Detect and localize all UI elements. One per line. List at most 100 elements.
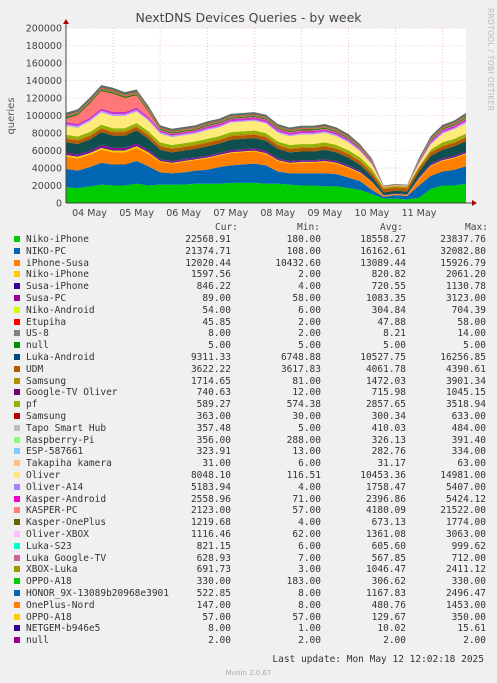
- legend-min-value: 2.00: [298, 269, 321, 281]
- legend-avg-value: 410.03: [371, 422, 406, 434]
- legend-series-name: Takapiha kamera: [26, 458, 112, 470]
- legend-swatch: [14, 495, 20, 502]
- y-tick-label: 160000: [26, 59, 62, 70]
- legend-cur-value: 330.00: [196, 576, 231, 588]
- legend-series-name: Samsung: [26, 411, 67, 422]
- legend-max-value: 2061.20: [445, 269, 486, 281]
- legend-row: null 5.00 5.00 5.00 5.00: [0, 340, 497, 352]
- legend-series-name: Niko-iPhone: [26, 269, 89, 281]
- legend-max-value: 712.00: [451, 552, 486, 564]
- legend-cur-value: 2123.00: [190, 505, 231, 517]
- legend-min-value: 574.38: [286, 399, 321, 411]
- legend-max-value: 4390.61: [445, 363, 486, 375]
- legend-cur-value: 8.00: [208, 328, 231, 340]
- legend-swatch: [14, 531, 20, 537]
- legend-cur-value: 846.22: [196, 281, 231, 293]
- legend-max-value: 704.39: [451, 304, 486, 316]
- legend-min-value: 8.00: [298, 599, 321, 611]
- legend-swatch: [14, 306, 20, 313]
- legend-avg-value: 1361.08: [365, 529, 406, 540]
- x-tick-label: 11 May: [402, 208, 437, 219]
- legend-row: ESP-587661 323.91 13.00 282.76 334.00: [0, 446, 497, 458]
- legend-avg-value: 4061.78: [365, 363, 406, 375]
- legend-avg-value: 673.13: [371, 517, 406, 529]
- legend-row: UDM 3622.22 3617.83 4061.78 4390.61: [0, 364, 497, 376]
- legend-avg-value: 10527.75: [360, 352, 406, 363]
- legend-avg-value: 304.84: [371, 304, 406, 316]
- legend-row: Luka Google-TV 628.93 7.00 567.85 712.00: [0, 553, 497, 565]
- legend-max-value: 350.00: [451, 611, 486, 623]
- legend-min-value: 6.00: [298, 304, 321, 316]
- legend-cur-value: 357.48: [196, 422, 231, 434]
- legend-avg-value: 31.17: [377, 458, 406, 470]
- legend-avg-value: 1046.47: [365, 564, 406, 576]
- legend-min-value: 81.00: [292, 375, 321, 387]
- legend-max-value: 3901.34: [445, 375, 486, 387]
- legend-row: Kasper-OnePlus 1219.68 4.00 673.13 1774.00: [0, 517, 497, 529]
- legend-series-name: Oliver-XBOX: [26, 529, 89, 540]
- legend-max-value: 1453.00: [445, 599, 486, 611]
- legend-series-name: KASPER-PC: [26, 505, 78, 517]
- legend-min-value: 30.00: [292, 411, 321, 422]
- legend-cur-value: 323.91: [196, 446, 231, 458]
- legend-row: Niko-iPhone 1597.56 2.00 820.82 2061.20: [0, 269, 497, 281]
- rrdtool-credit: RRDTOOL / TOBI OETIKER: [486, 8, 495, 112]
- legend-series-name: OPPO-A18: [26, 611, 72, 623]
- legend-row: Luka-S23 821.15 6.00 605.60 999.62: [0, 541, 497, 553]
- legend-row: Samsung 1714.65 81.00 1472.03 3901.34: [0, 376, 497, 388]
- legend-row: Kasper-Android 2558.96 71.00 2396.86 5424.12: [0, 494, 497, 506]
- legend-swatch: [14, 318, 20, 325]
- legend-max-value: 63.00: [457, 458, 486, 470]
- legend-swatch: [14, 519, 20, 526]
- legend-cur-value: 57.00: [202, 611, 231, 623]
- x-tick-label: 05 May: [119, 208, 154, 219]
- legend-swatch: [14, 507, 20, 514]
- legend-cur-value: 31.00: [202, 458, 231, 470]
- legend-max-value: 1045.15: [445, 387, 486, 399]
- legend-cur-value: 1219.68: [190, 517, 231, 529]
- legend-cur-value: 1597.56: [190, 269, 231, 281]
- legend-series-name: iPhone-Susa: [26, 257, 89, 269]
- legend-cur-value: 22568.91: [185, 234, 231, 245]
- y-tick-label: 140000: [26, 76, 62, 87]
- legend-avg-value: 1472.03: [365, 375, 406, 387]
- legend-series-name: HONOR_9X-13089b20968e3901: [26, 588, 169, 599]
- legend-cur-value: 147.00: [196, 599, 231, 611]
- legend-avg-value: 2857.65: [365, 399, 406, 411]
- legend-swatch: [14, 365, 20, 372]
- legend-avg-value: 2396.86: [365, 493, 406, 505]
- legend-row: HONOR_9X-13089b20968e3901 522.85 8.00 1167.…: [0, 588, 497, 600]
- legend-avg-value: 5.00: [383, 340, 406, 352]
- y-tick-label: 40000: [32, 164, 62, 175]
- legend-series-name: XBOX-Luka: [26, 564, 78, 576]
- legend-cur-value: 3622.22: [190, 363, 231, 375]
- legend-series-name: Samsung: [26, 375, 67, 387]
- legend-cur-value: 356.00: [196, 434, 231, 446]
- legend-series-name: OPPO-A18: [26, 576, 72, 588]
- legend-min-value: 4.00: [298, 281, 321, 293]
- legend-swatch: [14, 566, 20, 573]
- legend-min-value: 10432.60: [275, 257, 321, 269]
- legend-max-value: 23837.76: [440, 234, 486, 245]
- x-tick-label: 07 May: [213, 208, 248, 219]
- legend-swatch: [14, 271, 20, 278]
- legend-row: pf 589.27 574.38 2857.65 3518.94: [0, 399, 497, 411]
- legend-avg-value: 720.55: [371, 281, 406, 293]
- legend-max-value: 58.00: [457, 316, 486, 328]
- legend-cur-value: 89.00: [202, 293, 231, 304]
- legend-min-value: 6.00: [298, 458, 321, 470]
- area-kasper-pc: [66, 91, 466, 187]
- header-avg: Avg:: [380, 222, 403, 233]
- legend-series-name: Luka-Android: [26, 352, 95, 363]
- legend-row: iPhone-Susa 12020.44 10432.60 13089.44 15926…: [0, 258, 497, 270]
- legend-max-value: 21522.00: [440, 505, 486, 517]
- legend-series-name: Susa-iPhone: [26, 281, 89, 293]
- legend-swatch: [14, 377, 20, 384]
- legend-swatch: [14, 601, 20, 608]
- legend-swatch: [14, 542, 20, 549]
- legend-avg-value: 306.62: [371, 576, 406, 588]
- legend-series-name: Tapo Smart Hub: [26, 422, 107, 434]
- legend-row: OPPO-A18 330.00 183.00 306.62 330.00: [0, 576, 497, 588]
- legend-cur-value: 821.15: [196, 540, 231, 552]
- legend-swatch: [14, 436, 20, 443]
